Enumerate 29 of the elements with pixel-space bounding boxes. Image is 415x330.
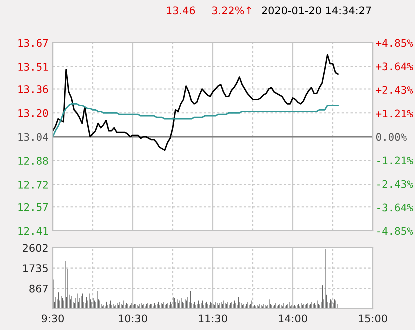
y2-tick-label: +1.21% [376,110,414,118]
y2-tick-label: -1.21% [378,156,414,164]
text: 2020-01-20 14:34:27 [262,6,372,15]
y2-tick-label: +2.43% [376,86,414,94]
y-tick-label: 12.72 [18,181,48,189]
x-tick-label: 9:30 [42,314,64,323]
y-tick-label: 13.67 [18,39,48,48]
y2-tick-label: +3.64% [376,62,414,71]
text: 3.22%↑ [212,6,252,15]
y2-tick-label: -3.64% [378,204,414,212]
y-tick-label: 12.41 [18,227,48,235]
x-tick-label: 10:30 [119,314,148,323]
y-tick-label: 867 [30,284,48,293]
y-tick-label: 13.51 [18,63,48,72]
y2-tick-label: -4.85% [378,227,414,236]
y-tick-label: 13.36 [18,86,48,94]
y-tick-label: 12.57 [18,203,48,212]
y-tick-label: 13.04 [18,133,48,142]
y-tick-label: 1735 [23,264,48,272]
y2-tick-label: -2.43% [378,180,414,188]
x-tick-label: 11:30 [199,314,228,323]
text: 13.46 [167,6,196,15]
y-tick-label: 2602 [23,244,48,252]
y2-tick-label: 0.00% [376,133,407,142]
y2-tick-label: +4.85% [376,39,414,48]
x-tick-label: 15:00 [359,314,388,323]
y-tick-label: 12.88 [18,157,48,166]
y-tick-label: 13.20 [18,109,48,118]
x-tick-label: 14:00 [279,314,308,323]
